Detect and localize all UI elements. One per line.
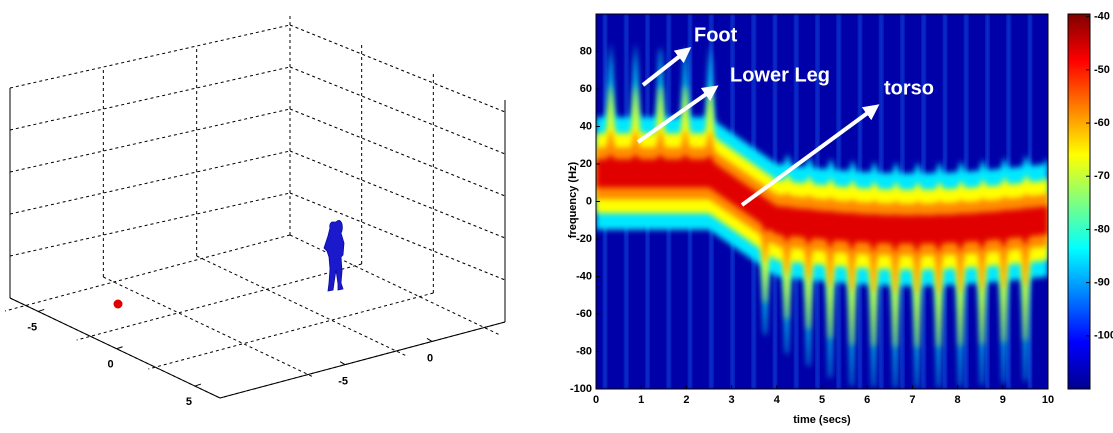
x-axis-label: time (secs) xyxy=(793,414,851,426)
x-tick-label: 7 xyxy=(909,394,915,406)
grid-line xyxy=(76,263,362,341)
grid-line xyxy=(289,108,506,197)
grid-line xyxy=(9,150,291,215)
x-tick-label: 0 xyxy=(593,394,599,406)
x-tick-label: 5 xyxy=(186,396,192,408)
y-tick-label: 40 xyxy=(580,120,592,132)
x-tick xyxy=(116,346,123,350)
y-tick-label: 0 xyxy=(586,195,592,207)
x-tick-label: 1 xyxy=(638,394,644,406)
x-tick-label: 9 xyxy=(1000,394,1006,406)
colorbar-tick-label: -40 xyxy=(1094,11,1110,23)
grid-line xyxy=(289,192,506,281)
annotation: torso xyxy=(884,77,934,99)
grid-line xyxy=(4,234,291,312)
arrow xyxy=(740,104,880,207)
x-tick-label: 3 xyxy=(729,394,735,406)
grid-line xyxy=(103,276,314,378)
y-tick xyxy=(339,361,346,366)
scene-panel xyxy=(4,13,506,399)
y-tick-label: -100 xyxy=(570,383,592,395)
x-tick-label: 2 xyxy=(683,394,689,406)
grid-line xyxy=(9,24,291,89)
y-tick-label: -5 xyxy=(338,376,348,388)
grid-line xyxy=(9,66,291,131)
grid-line xyxy=(289,24,506,113)
y-tick-label: 80 xyxy=(580,45,592,57)
y-tick-label: 60 xyxy=(580,83,592,95)
colorbar-tick-label: -50 xyxy=(1094,64,1110,76)
grid-line xyxy=(148,292,434,370)
spectrogram-panel: time (secs) frequency (Hz) xyxy=(567,13,1091,426)
y-tick-label: 0 xyxy=(427,352,433,364)
x-tick xyxy=(194,383,202,387)
annotation-arrows xyxy=(636,47,880,207)
annotation: Foot xyxy=(694,24,738,46)
arrow xyxy=(641,47,692,87)
annotation: Lower Leg xyxy=(730,64,830,86)
x-tick-label: 5 xyxy=(819,394,825,406)
radar-point xyxy=(113,299,123,309)
y-tick xyxy=(426,338,433,342)
colorbar-tick-label: -80 xyxy=(1094,223,1110,235)
colorbar xyxy=(1067,13,1091,390)
walking-figure xyxy=(323,220,345,292)
colorbar-tick-label: -90 xyxy=(1094,277,1110,289)
front-right-edge xyxy=(219,321,506,399)
grid-line xyxy=(289,66,506,155)
y-axis-label: frequency (Hz) xyxy=(567,161,579,238)
y-tick-label: -20 xyxy=(576,233,592,245)
y-tick-label: -60 xyxy=(576,308,592,320)
y-tick-label: -40 xyxy=(576,270,592,282)
grid-line xyxy=(9,108,291,173)
x-tick-label: 0 xyxy=(108,359,114,371)
x-tick-label: 8 xyxy=(955,394,961,406)
intensity-band xyxy=(596,154,1048,252)
arrow xyxy=(636,85,719,144)
grid-line xyxy=(289,234,501,336)
colorbar-tick-label: -60 xyxy=(1094,117,1110,129)
grid-line xyxy=(289,150,506,239)
x-tick xyxy=(38,308,45,312)
colorbar-tick-label: -70 xyxy=(1094,170,1110,182)
front-left-edge xyxy=(9,297,221,399)
x-tick-label: -5 xyxy=(27,321,37,333)
colorbar-tick-label: -100 xyxy=(1094,330,1113,342)
spectrogram-image xyxy=(596,14,1048,389)
x-tick-label: 4 xyxy=(774,394,781,406)
grid-line xyxy=(196,255,407,357)
y-tick-label: -80 xyxy=(576,345,592,357)
x-tick-label: 6 xyxy=(864,394,870,406)
y-tick-label: 20 xyxy=(580,158,592,170)
x-tick-label: 10 xyxy=(1042,394,1054,406)
